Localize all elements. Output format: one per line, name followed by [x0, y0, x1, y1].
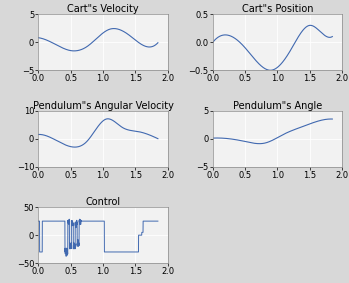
Title: Control: Control	[86, 197, 120, 207]
Title: Cart"s Velocity: Cart"s Velocity	[67, 4, 139, 14]
Title: Pendulum"s Angle: Pendulum"s Angle	[233, 100, 322, 111]
Title: Pendulum"s Angular Velocity: Pendulum"s Angular Velocity	[32, 100, 173, 111]
Title: Cart"s Position: Cart"s Position	[242, 4, 313, 14]
